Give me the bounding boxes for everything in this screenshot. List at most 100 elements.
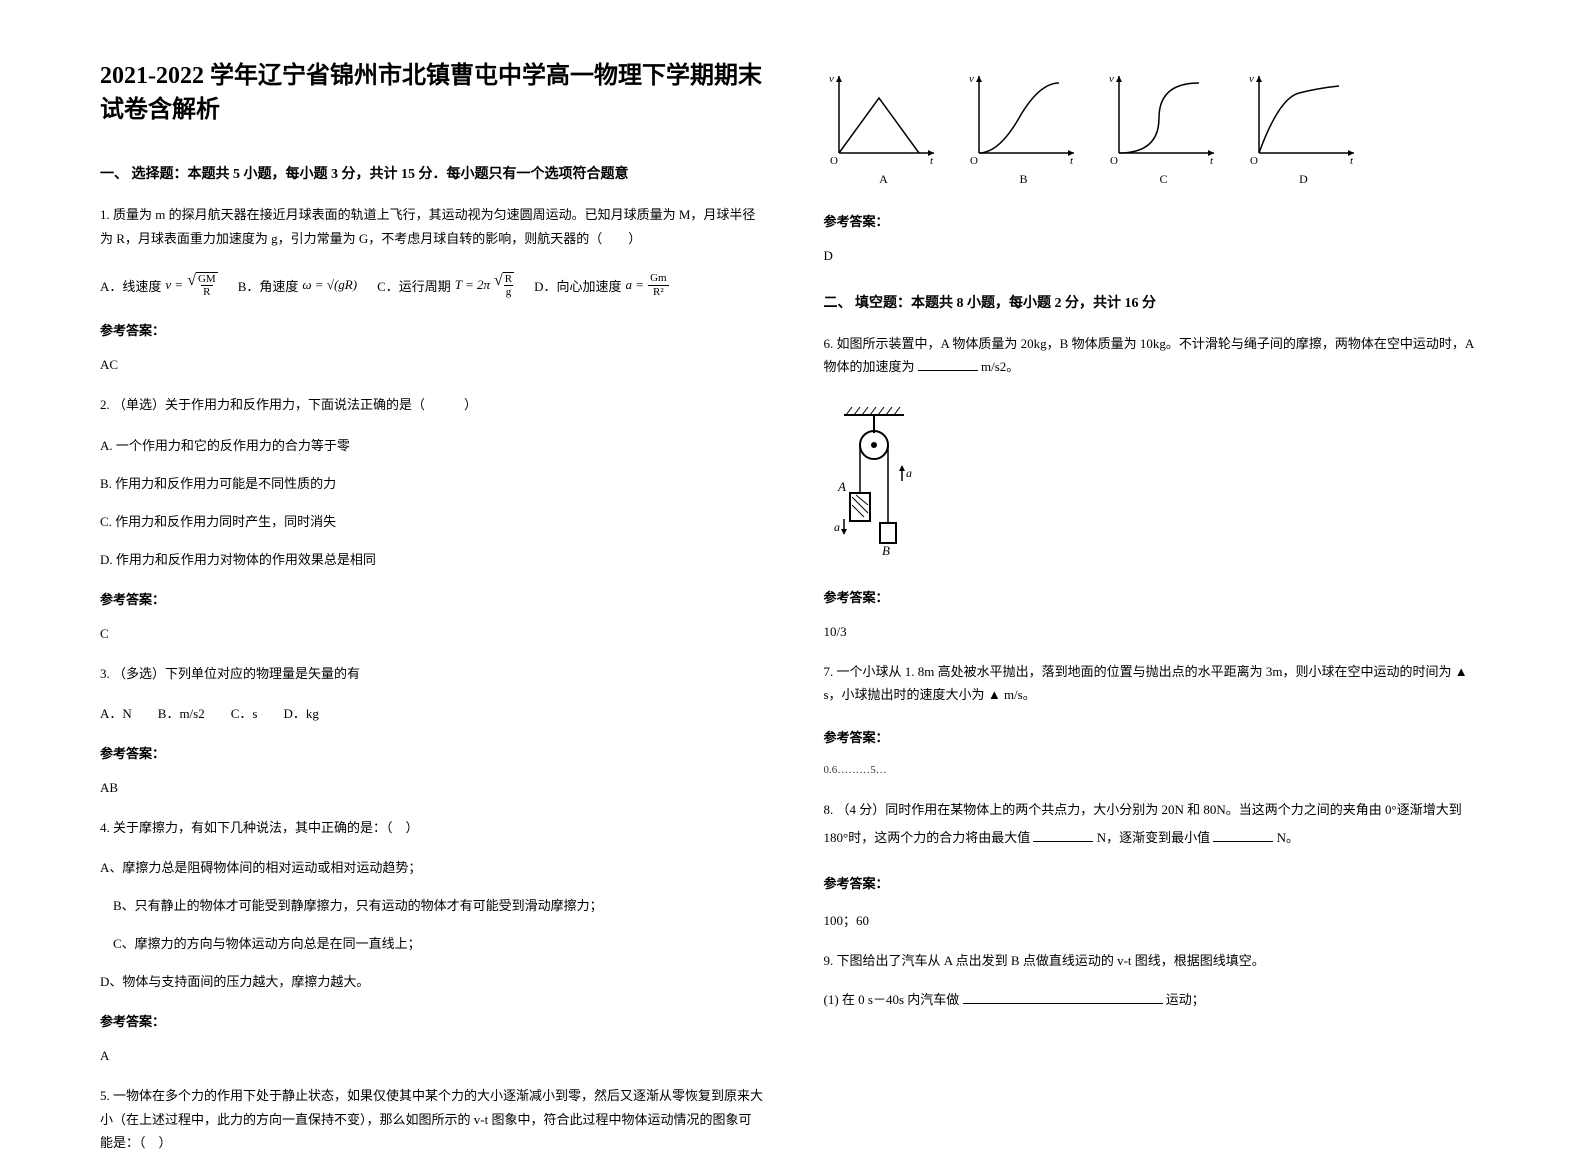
graph-C: v t O C: [1104, 68, 1224, 187]
graph-C-label: C: [1159, 172, 1167, 187]
q2-text: 2. （单选）关于作用力和反作用力，下面说法正确的是（ ）: [100, 393, 764, 416]
q1-optB: B．角速度 ω = √(gR): [238, 276, 357, 295]
graph-A-label: A: [879, 172, 888, 187]
graph-D: v t O D: [1244, 68, 1364, 187]
q9-sub1: (1) 在 0 s－40s 内汽车做 运动；: [824, 988, 1488, 1011]
q8-answer-label: 参考答案：: [824, 873, 1488, 892]
svg-text:v: v: [1249, 73, 1254, 85]
q2-optD: D. 作用力和反作用力对物体的作用效果总是相同: [100, 547, 764, 573]
q2-optA: A. 一个作用力和它的反作用力的合力等于零: [100, 433, 764, 459]
pulley-label-A: A: [837, 479, 846, 494]
svg-text:O: O: [970, 155, 978, 167]
q8-text-b: N，逐渐变到最小值: [1097, 830, 1210, 845]
q8-blank-2: [1213, 828, 1273, 842]
q8-answer: 100；60: [824, 910, 1488, 929]
q6-answer-label: 参考答案：: [824, 587, 1488, 606]
pulley-diagram: A B a a: [824, 403, 934, 563]
triangle-mark-1: ▲: [1455, 664, 1468, 679]
q6-text-b: m/s2。: [981, 359, 1019, 374]
formula-T: T = 2π: [455, 277, 490, 293]
svg-text:O: O: [830, 155, 838, 167]
svg-text:v: v: [829, 73, 834, 85]
frac-gm-r2: GmR²: [648, 272, 669, 297]
q7-text-c: m/s。: [1004, 687, 1036, 702]
q5-answer: D: [824, 248, 1488, 264]
section-2-head: 二、 填空题：本题共 8 小题，每小题 2 分，共计 16 分: [824, 292, 1488, 312]
graph-B-svg: v t O: [964, 68, 1084, 168]
q1-optA-label: A．线速度: [100, 276, 161, 295]
q5-text: 5. 一物体在多个力的作用下处于静止状态，如果仅使其中某个力的大小逐渐减小到零，…: [100, 1084, 764, 1154]
graph-B: v t O B: [964, 68, 1084, 187]
q1-optC: C．运行周期 T = 2π √ Rg: [377, 272, 514, 298]
q3-answer: AB: [100, 780, 764, 796]
q8-text-c: N。: [1277, 830, 1299, 845]
q9-text: 9. 下图给出了汽车从 A 点出发到 B 点做直线运动的 v-t 图线，根据图线…: [824, 949, 1488, 972]
q7-text-a: 7. 一个小球从 1. 8m 高处被水平抛出，落到地面的位置与抛出点的水平距离为…: [824, 664, 1455, 679]
q7-answer-label: 参考答案：: [824, 727, 1488, 746]
q1-optD-label: D．向心加速度: [534, 276, 621, 295]
q4-text: 4. 关于摩擦力，有如下几种说法，其中正确的是：（ ）: [100, 816, 764, 839]
graph-A: v t O A: [824, 68, 944, 187]
pulley-label-a2: a: [906, 466, 912, 480]
section-1-head: 一、 选择题：本题共 5 小题，每小题 3 分，共计 15 分．每小题只有一个选…: [100, 163, 764, 183]
q9-sub1-b: 运动；: [1166, 992, 1205, 1007]
svg-text:t: t: [1350, 155, 1354, 167]
q6-answer: 10/3: [824, 624, 1488, 640]
q8-text: 8. （4 分）同时作用在某物体上的两个共点力，大小分别为 20N 和 80N。…: [824, 796, 1488, 853]
q6-text: 6. 如图所示装置中，A 物体质量为 20kg，B 物体质量为 10kg。不计滑…: [824, 332, 1488, 379]
q1-optD: D．向心加速度 a = GmR²: [534, 272, 668, 297]
svg-text:O: O: [1110, 155, 1118, 167]
q4-optA: A、摩擦力总是阻碍物体间的相对运动或相对运动趋势；: [100, 855, 764, 881]
pulley-label-B: B: [882, 543, 890, 558]
q1-optB-label: B．角速度: [238, 276, 299, 295]
formula-a: a =: [626, 277, 645, 293]
q6-blank: [918, 357, 978, 371]
sqrt-icon: √ GMR: [187, 272, 218, 298]
q1-answer-label: 参考答案：: [100, 320, 764, 339]
q4-answer: A: [100, 1048, 764, 1064]
svg-text:t: t: [930, 155, 934, 167]
graph-A-svg: v t O: [824, 68, 944, 168]
svg-text:O: O: [1250, 155, 1258, 167]
formula-omega: ω = √(gR): [302, 277, 357, 293]
q9-blank: [963, 990, 1163, 1004]
q9-sub1-a: (1) 在 0 s－40s 内汽车做: [824, 992, 960, 1007]
q7-text: 7. 一个小球从 1. 8m 高处被水平抛出，落到地面的位置与抛出点的水平距离为…: [824, 660, 1488, 707]
q4-optD: D、物体与支持面间的压力越大，摩擦力越大。: [100, 969, 764, 995]
q7-answer: 0.6………5…: [824, 764, 1488, 776]
document-title: 2021-2022 学年辽宁省锦州市北镇曹屯中学高一物理下学期期末试卷含解析: [100, 60, 764, 127]
q1-optC-label: C．运行周期: [377, 276, 451, 295]
q4-optC: C、摩擦力的方向与物体运动方向总是在同一直线上；: [100, 931, 764, 957]
q2-optC: C. 作用力和反作用力同时产生，同时消失: [100, 509, 764, 535]
svg-text:v: v: [1109, 73, 1114, 85]
q2-answer: C: [100, 626, 764, 642]
q1-options: A．线速度 v = √ GMR B．角速度 ω = √(gR) C．运行周期 T…: [100, 272, 764, 298]
pulley-label-a1: a: [834, 520, 840, 534]
q7-text-b: s，小球抛出时的速度大小为: [824, 687, 988, 702]
svg-text:v: v: [969, 73, 974, 85]
q8-blank-1: [1033, 828, 1093, 842]
q1-answer: AC: [100, 357, 764, 373]
left-column: 2021-2022 学年辽宁省锦州市北镇曹屯中学高一物理下学期期末试卷含解析 一…: [100, 60, 764, 1062]
q3-opts: A．N B．m/s2 C．s D．kg: [100, 701, 764, 727]
graph-D-svg: v t O: [1244, 68, 1364, 168]
svg-text:t: t: [1210, 155, 1214, 167]
q3-answer-label: 参考答案：: [100, 743, 764, 762]
q5-answer-label: 参考答案：: [824, 211, 1488, 230]
q5-graphs: v t O A v t O B: [824, 68, 1488, 187]
right-column: v t O A v t O B: [824, 60, 1488, 1062]
graph-C-svg: v t O: [1104, 68, 1224, 168]
formula-v: v =: [165, 277, 183, 293]
q1-optA: A．线速度 v = √ GMR: [100, 272, 218, 298]
graph-B-label: B: [1019, 172, 1027, 187]
q3-text: 3. （多选）下列单位对应的物理量是矢量的有: [100, 662, 764, 685]
svg-text:t: t: [1070, 155, 1074, 167]
q1-text: 1. 质量为 m 的探月航天器在接近月球表面的轨道上飞行，其运动视为匀速圆周运动…: [100, 203, 764, 250]
q2-optB: B. 作用力和反作用力可能是不同性质的力: [100, 471, 764, 497]
q4-optB: B、只有静止的物体才可能受到静摩擦力，只有运动的物体才有可能受到滑动摩擦力；: [100, 893, 764, 919]
triangle-mark-2: ▲: [988, 687, 1001, 702]
sqrt-icon-2: √ Rg: [494, 272, 514, 298]
graph-D-label: D: [1299, 172, 1308, 187]
q4-answer-label: 参考答案：: [100, 1011, 764, 1030]
q2-answer-label: 参考答案：: [100, 589, 764, 608]
